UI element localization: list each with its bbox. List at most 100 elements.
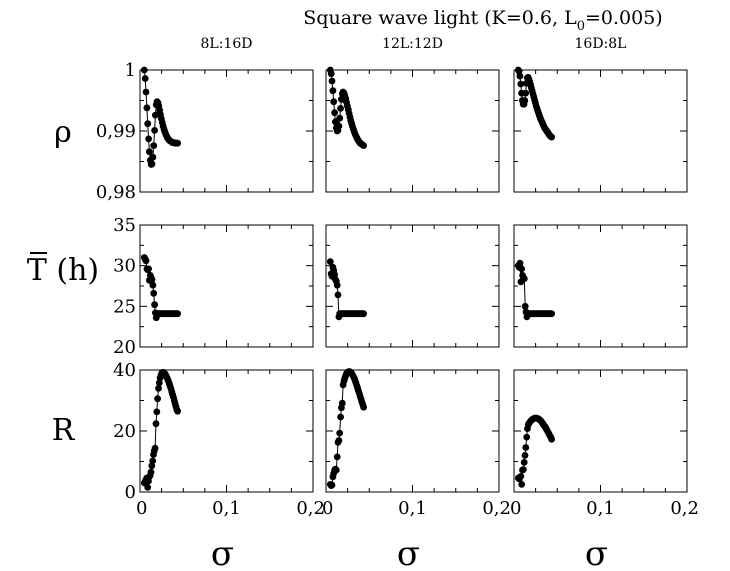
panel-R-2: 0 0,1 0,2 xyxy=(322,368,511,519)
x-tick-label: 0 xyxy=(510,498,521,519)
data-point xyxy=(548,435,555,443)
data-point xyxy=(517,80,525,88)
data-point xyxy=(151,444,159,452)
panel-frame xyxy=(139,369,314,493)
y-tick-label: 20 xyxy=(113,337,136,358)
figure-title: Square wave light (K=0.6, L0=0.005) xyxy=(303,7,662,34)
panel-rho-2 xyxy=(325,66,500,193)
data-point xyxy=(142,257,150,265)
x-axis-label-1: σ xyxy=(211,534,234,571)
y-tick-label: 0,98 xyxy=(96,182,136,203)
data-point xyxy=(520,459,528,466)
data-point xyxy=(154,395,162,403)
panel-frame xyxy=(139,224,314,348)
panels-grid: 8L:16D 12L:12D 16D:8L ρ T (h) R 0,98 0,99 1 20 25 3… xyxy=(27,36,699,571)
column-title-1: 8L:16D xyxy=(201,36,253,52)
data-point xyxy=(518,481,526,488)
y-tick-label: 25 xyxy=(113,296,136,317)
data-point xyxy=(329,87,337,95)
panel-rho-1: 0,98 0,99 1 xyxy=(96,60,314,203)
data-point xyxy=(150,142,158,150)
panel-T-1: 20 25 30 35 xyxy=(113,215,314,358)
data-point xyxy=(152,111,159,119)
data-point xyxy=(152,420,160,428)
panel-rho-3 xyxy=(513,66,688,193)
data-point xyxy=(335,437,343,444)
data-point xyxy=(148,276,156,283)
data-point xyxy=(174,310,182,318)
data-point xyxy=(360,142,367,150)
data-point xyxy=(149,153,157,161)
data-point xyxy=(333,453,341,461)
x-tick-label: 0,2 xyxy=(670,498,699,519)
panel-T-3 xyxy=(513,224,688,348)
data-point xyxy=(174,407,182,415)
data-point xyxy=(326,258,334,265)
panel-frame xyxy=(513,369,688,493)
data-point xyxy=(143,104,151,112)
data-point xyxy=(335,122,343,130)
data-point xyxy=(328,481,336,489)
y-tick-label: 1 xyxy=(125,60,136,81)
data-point xyxy=(328,77,336,85)
panel-T-2 xyxy=(325,224,500,348)
data-point xyxy=(516,72,524,80)
x-tick-label: 0,2 xyxy=(482,498,511,519)
column-title-3: 16D:8L xyxy=(575,36,627,52)
y-tick-label: 35 xyxy=(113,215,136,236)
data-point xyxy=(150,289,158,297)
data-point xyxy=(337,413,344,421)
data-point xyxy=(516,259,524,267)
row-label-R: R xyxy=(52,413,76,448)
x-tick-label: 0,1 xyxy=(212,498,241,519)
y-tick-label: 40 xyxy=(113,360,136,381)
data-point xyxy=(521,97,529,104)
data-point xyxy=(518,265,526,273)
data-point xyxy=(360,310,367,318)
x-tick-label: 0,2 xyxy=(296,498,325,519)
data-point xyxy=(147,468,155,476)
y-tick-label: 0,99 xyxy=(96,121,136,142)
data-point xyxy=(140,66,148,74)
data-point xyxy=(149,281,157,289)
data-point xyxy=(330,98,338,106)
data-point xyxy=(153,408,161,416)
panel-frame xyxy=(325,224,500,348)
data-point xyxy=(548,310,555,318)
data-point xyxy=(145,265,153,273)
data-point xyxy=(174,139,182,147)
y-tick-label: 30 xyxy=(113,256,136,277)
panel-R-3: 0 0,1 0,2 xyxy=(510,369,699,519)
figure-title-main: Square wave light (K=0.6, L xyxy=(303,7,577,29)
data-point xyxy=(151,126,159,134)
x-tick-label: 0,1 xyxy=(398,498,427,519)
data-point xyxy=(522,444,530,451)
data-point xyxy=(337,105,344,112)
row-label-T: T (h) xyxy=(27,253,99,288)
x-axis-label-2: σ xyxy=(397,534,420,571)
data-point xyxy=(336,114,344,122)
panel-frame xyxy=(325,369,500,493)
row-label-rho: ρ xyxy=(54,115,72,150)
data-point xyxy=(145,135,153,143)
data-point xyxy=(520,275,528,283)
panel-frame xyxy=(513,69,688,193)
x-tick-label: 0,1 xyxy=(586,498,615,519)
data-point xyxy=(519,466,527,474)
panel-frame xyxy=(513,224,688,348)
data-point xyxy=(142,88,150,96)
x-tick-label: 0 xyxy=(136,498,147,519)
data-point xyxy=(327,70,335,78)
data-point xyxy=(332,466,340,474)
data-point xyxy=(336,429,344,437)
panel-R-1: 0 20 40 0 0,1 0,2 xyxy=(113,360,325,519)
data-point xyxy=(522,89,529,97)
data-point xyxy=(144,120,152,128)
y-tick-label: 20 xyxy=(113,421,136,442)
data-point xyxy=(331,109,338,117)
data-point xyxy=(517,473,525,480)
data-point xyxy=(521,452,529,459)
y-tick-label: 0 xyxy=(125,482,136,503)
figure-title-end: =0.005) xyxy=(585,7,663,29)
